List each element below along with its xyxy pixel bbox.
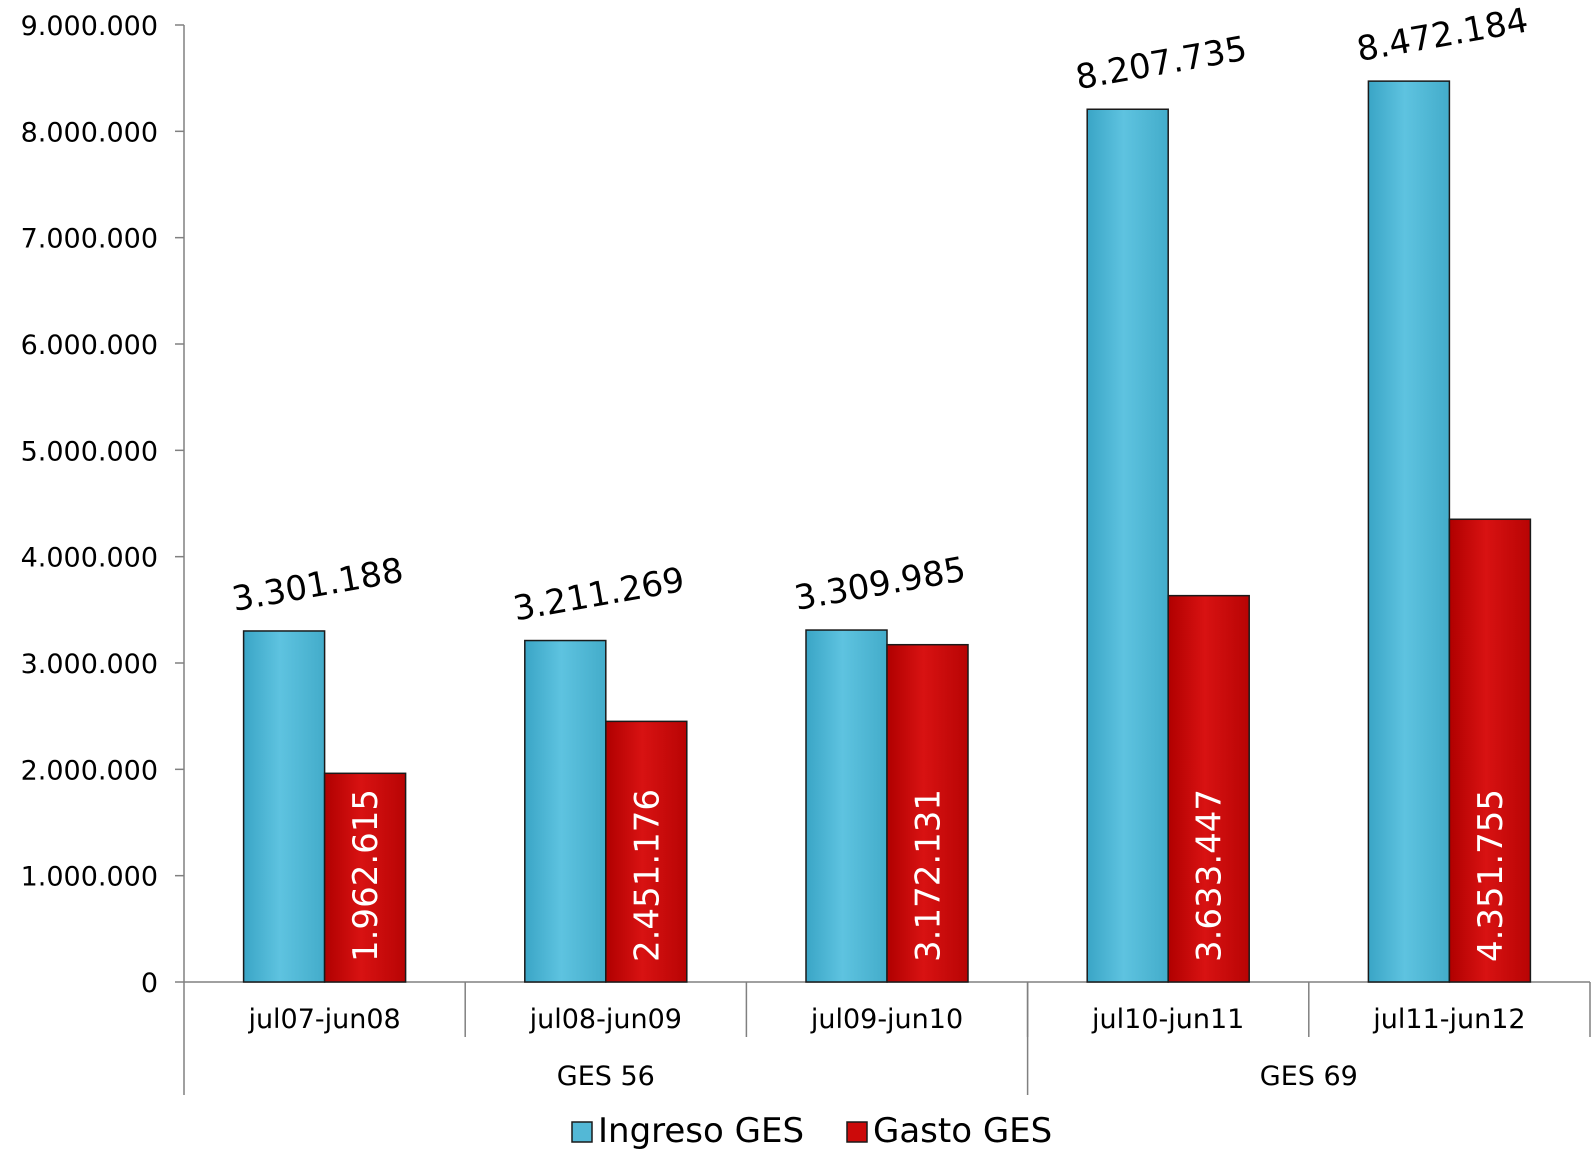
data-label-ingreso: 8.207.735 <box>1073 29 1250 98</box>
data-label-gasto: 3.633.447 <box>1190 789 1230 962</box>
x-tick-label: jul10-jun11 <box>1091 1004 1244 1035</box>
bar-ingreso <box>1086 108 1169 983</box>
x-tick-label: jul07-jun08 <box>247 1004 400 1035</box>
data-label-gasto: 3.172.131 <box>909 789 949 962</box>
data-label-ingreso: 3.301.188 <box>229 550 406 619</box>
bars <box>242 80 1532 983</box>
bar-gasto <box>886 643 969 983</box>
x-tick-label: jul08-jun09 <box>529 1004 682 1035</box>
data-label-gasto: 1.962.615 <box>346 789 386 962</box>
bar-ingreso <box>524 639 607 983</box>
group-label: GES 69 <box>1260 1061 1358 1092</box>
legend: Ingreso GES Gasto GES <box>571 1111 1052 1151</box>
y-tick-label: 2.000.000 <box>21 755 158 786</box>
data-label-ingreso: 8.472.184 <box>1354 1 1531 70</box>
bar-ingreso <box>1367 80 1451 983</box>
bar-gasto <box>1448 518 1532 983</box>
legend-swatch-gasto <box>846 1121 868 1143</box>
y-tick-label: 0 <box>141 968 158 999</box>
bar-ingreso <box>805 629 888 983</box>
y-tick-label: 1.000.000 <box>21 862 158 893</box>
bar-ingreso <box>242 630 326 983</box>
y-tick-label: 9.000.000 <box>21 11 158 42</box>
legend-swatch-ingreso <box>571 1121 593 1143</box>
x-tick-label: jul11-jun12 <box>1372 1004 1525 1035</box>
bar-gasto <box>1167 594 1250 983</box>
group-label: GES 56 <box>557 1061 655 1092</box>
legend-label-ingreso: Ingreso GES <box>598 1111 804 1151</box>
y-tick-label: 3.000.000 <box>21 649 158 680</box>
y-tick-label: 8.000.000 <box>21 117 158 148</box>
bar-gasto <box>323 772 407 983</box>
y-tick-label: 4.000.000 <box>21 543 158 574</box>
axes: 0 1.000.000 2.000.000 3.000.000 4.000.000 5.0… <box>21 11 1591 1095</box>
data-label-ingreso: 3.211.269 <box>510 560 687 629</box>
x-tick-label: jul09-jun10 <box>810 1004 963 1035</box>
data-label-ingreso: 3.309.985 <box>791 549 968 618</box>
bar-gasto <box>605 720 688 983</box>
y-tick-label: 5.000.000 <box>21 436 158 467</box>
legend-label-gasto: Gasto GES <box>873 1111 1052 1151</box>
y-tick-label: 7.000.000 <box>21 224 158 255</box>
y-tick-label: 6.000.000 <box>21 330 158 361</box>
data-label-gasto: 2.451.176 <box>627 789 667 962</box>
data-label-gasto: 4.351.755 <box>1471 789 1511 962</box>
